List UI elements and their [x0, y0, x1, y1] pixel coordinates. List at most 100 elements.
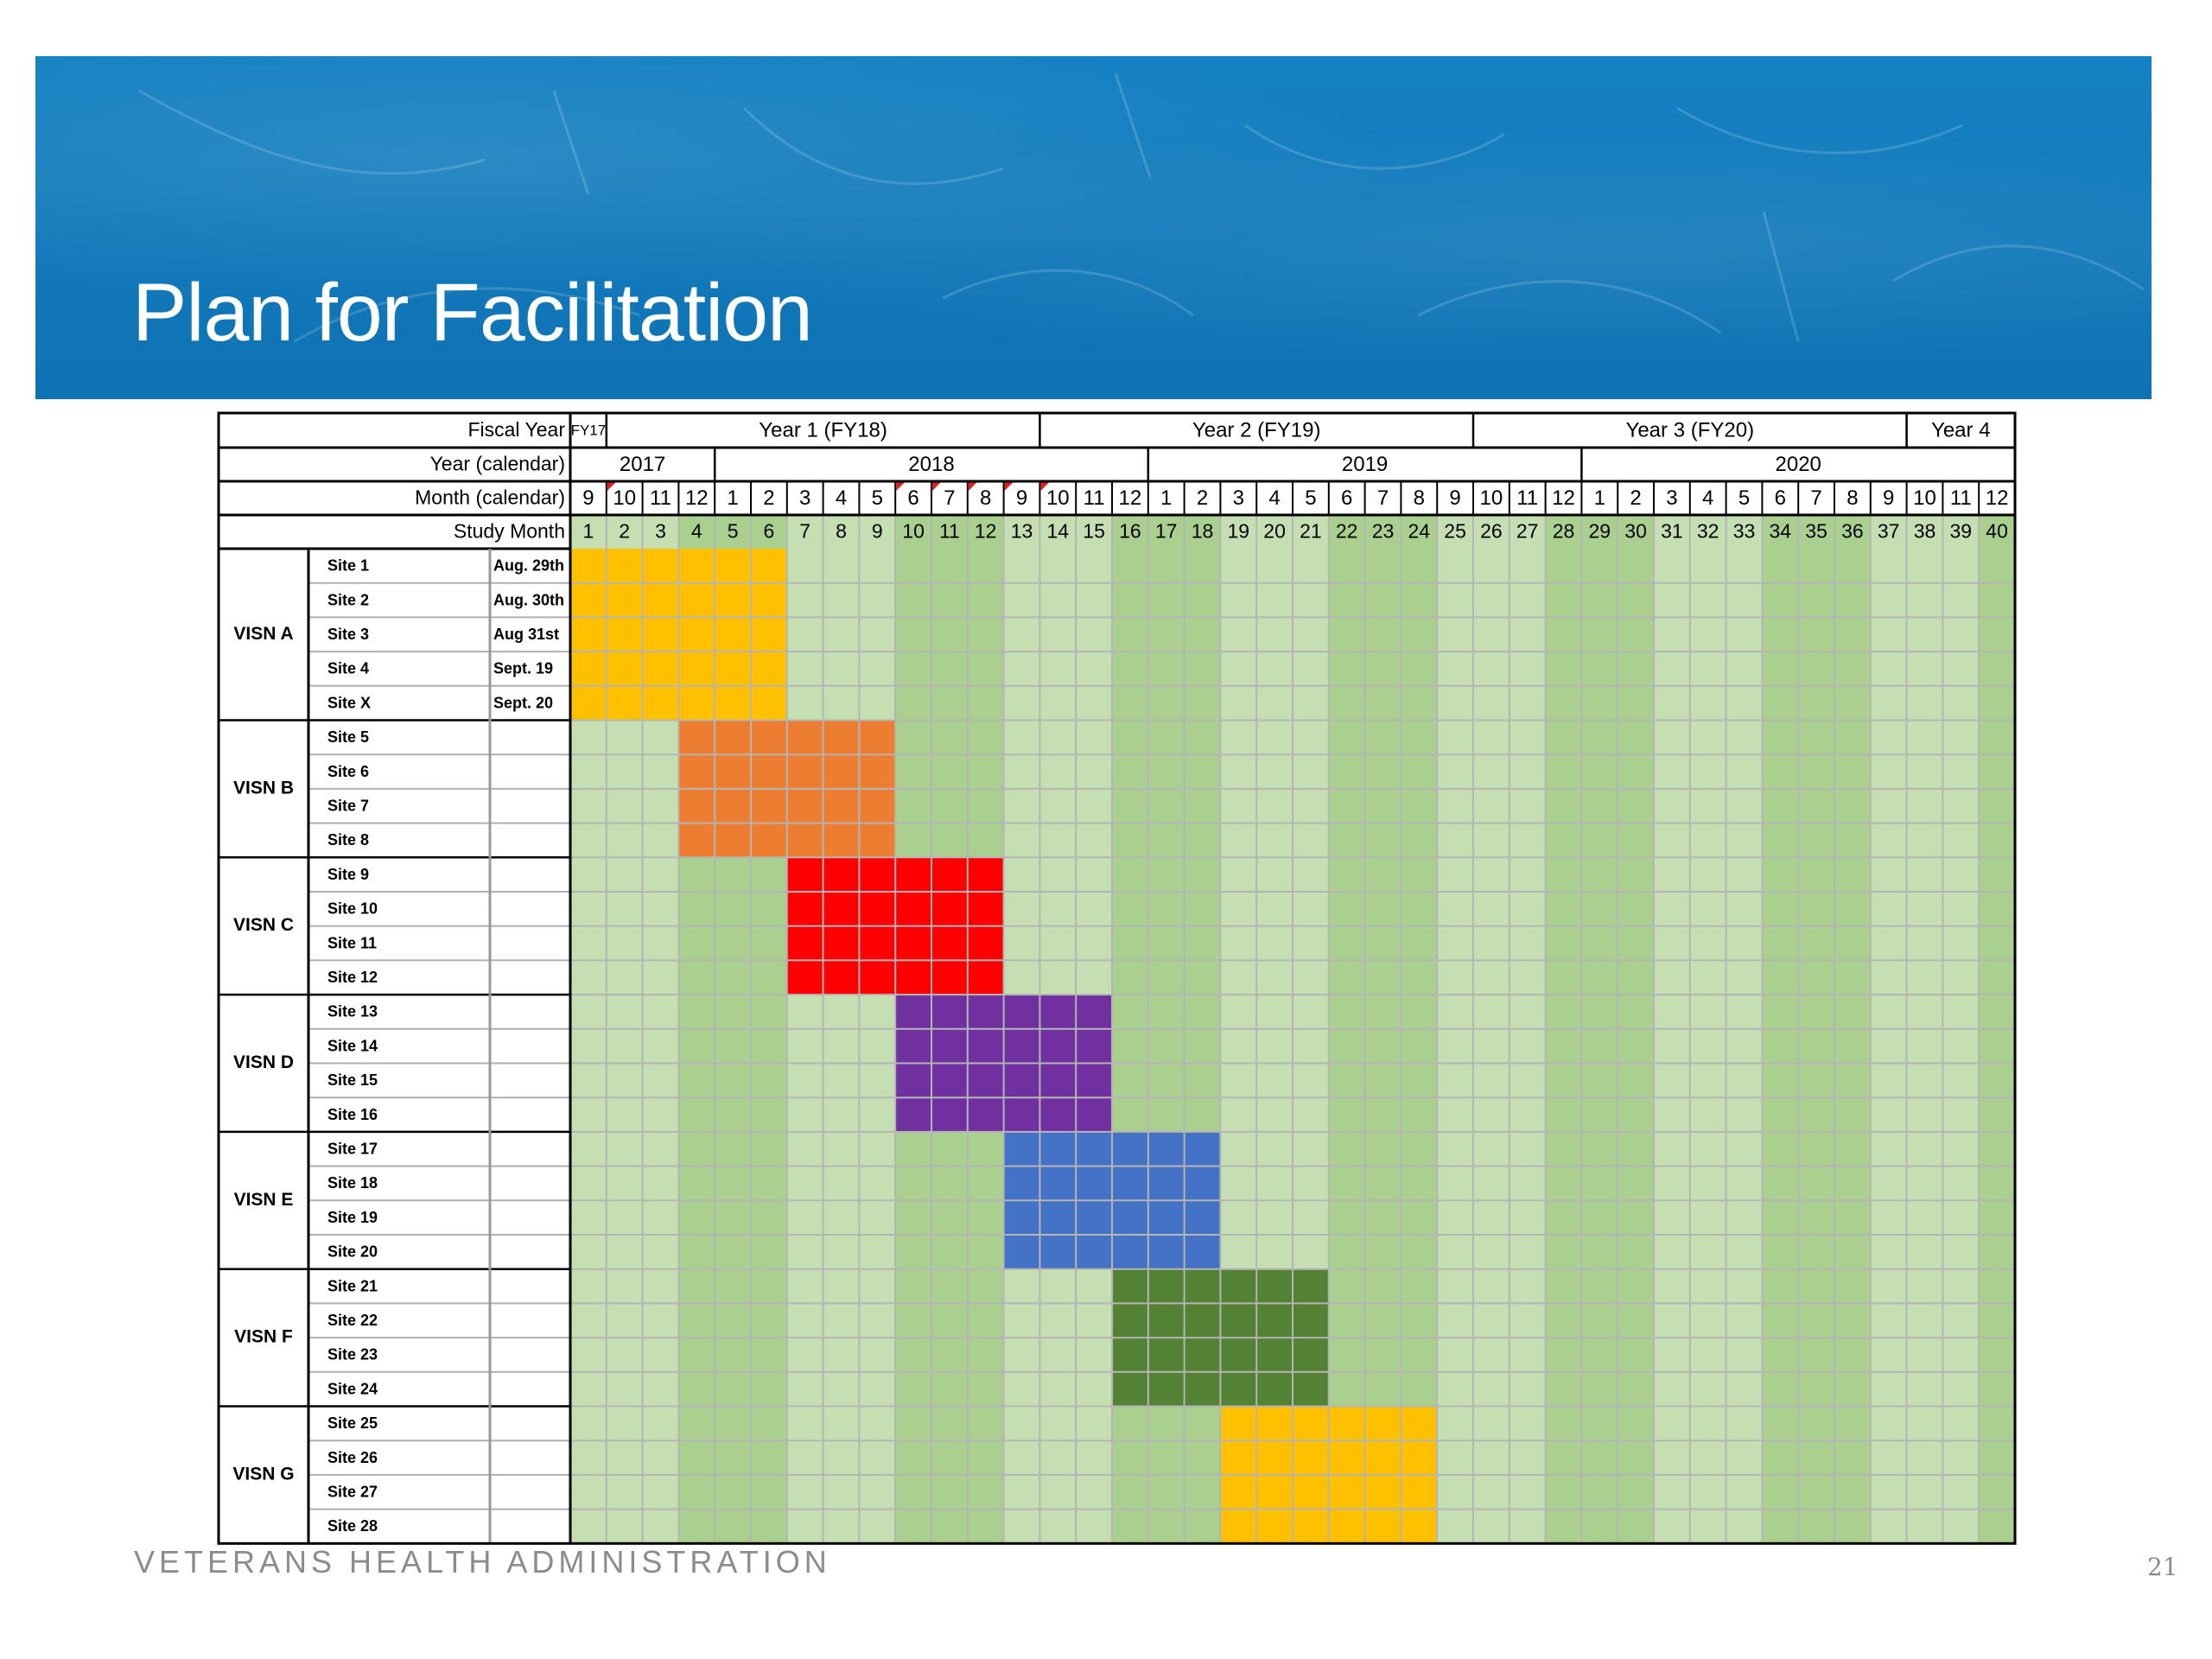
- site-start-date: Sept. 19: [493, 660, 553, 677]
- calendar-year-cell: 2018: [908, 453, 954, 476]
- study-month-cell: 34: [1770, 520, 1792, 543]
- study-month-cell: 15: [1083, 520, 1105, 543]
- site-label: Site 25: [327, 1414, 378, 1432]
- calendar-month-cell: 11: [1516, 486, 1538, 510]
- site-start-date: Sept. 20: [493, 694, 553, 711]
- header-background: [219, 413, 2015, 515]
- calendar-month-cell: 3: [1233, 486, 1244, 510]
- fiscal-year-cell: FY17: [571, 422, 607, 438]
- calendar-month-cell: 10: [1913, 486, 1936, 510]
- study-label-background: [219, 515, 570, 549]
- study-month-cell: 11: [939, 520, 960, 543]
- table-frame: [217, 411, 2017, 1545]
- calendar-month-cell: 12: [1552, 486, 1575, 510]
- study-month-cell: 8: [836, 520, 847, 543]
- calendar-month-cell: 4: [1702, 486, 1713, 510]
- calendar-month-cell: 2: [763, 486, 774, 510]
- study-month-cell: 13: [1011, 520, 1033, 543]
- calendar-month-cell: 2: [1197, 486, 1208, 510]
- study-month-cell: 27: [1516, 520, 1539, 543]
- header-banner: Plan for Facilitation: [35, 56, 2152, 399]
- site-label: Site 27: [327, 1484, 378, 1501]
- calendar-month-cell: 2: [1630, 486, 1641, 510]
- site-label: Site 28: [327, 1517, 378, 1535]
- study-month-cell: 19: [1228, 520, 1250, 543]
- banner-texture: [138, 73, 2145, 343]
- site-label: Site 23: [327, 1346, 378, 1363]
- calendar-month-cell: 9: [1883, 486, 1894, 510]
- site-label: Site 1: [327, 557, 369, 575]
- calendar-month-cell: 7: [1810, 486, 1821, 510]
- study-month-cell: 24: [1408, 520, 1431, 543]
- calendar-month-cell: 11: [650, 486, 671, 510]
- visn-group-label: VISN A: [233, 624, 293, 644]
- study-month-cell: 22: [1336, 520, 1358, 543]
- fiscal-year-cell: Year 3 (FY20): [1626, 418, 1755, 442]
- calendar-month-cell: 11: [1084, 486, 1105, 510]
- calendar-month-cell: 6: [907, 486, 918, 510]
- study-month-cell: 16: [1119, 520, 1141, 543]
- site-label: Site 12: [327, 969, 378, 986]
- calendar-month-cell: 5: [1738, 486, 1750, 510]
- calendar-month-cell: 9: [582, 486, 594, 510]
- study-month-cell: 10: [902, 520, 925, 543]
- comment-marker: [968, 482, 977, 491]
- study-month-cell: 36: [1841, 520, 1864, 543]
- fiscal-year-label: Fiscal Year: [467, 418, 565, 441]
- visn-group-label: VISN G: [232, 1464, 294, 1484]
- calendar-month-cell: 9: [1449, 486, 1460, 510]
- calendar-year-cell: 2017: [620, 453, 665, 476]
- comment-marker: [1004, 482, 1014, 491]
- site-label: Site 3: [327, 626, 369, 643]
- visn-group-label: VISN D: [233, 1052, 294, 1072]
- study-month-cell: 32: [1697, 520, 1719, 543]
- study-month-cell: 35: [1805, 520, 1827, 543]
- site-label: Site 22: [327, 1312, 378, 1329]
- site-label: Site 17: [327, 1141, 378, 1158]
- comment-marker: [607, 482, 616, 491]
- study-month-cell: 29: [1589, 520, 1611, 543]
- site-label: Site 19: [327, 1209, 378, 1226]
- site-label: Site 6: [327, 763, 369, 780]
- page-title: Plan for Facilitation: [132, 267, 813, 359]
- footer-agency-name: VETERANS HEALTH ADMINISTRATION: [134, 1544, 831, 1580]
- site-label: Site X: [327, 694, 371, 711]
- site-label: Site 5: [327, 728, 369, 746]
- study-month-cell: 2: [619, 520, 630, 543]
- site-label: Site 26: [327, 1449, 378, 1466]
- calendar-month-cell: 5: [872, 486, 883, 510]
- study-month-cell: 30: [1624, 520, 1647, 543]
- comment-marker: [896, 482, 906, 491]
- calendar-month-cell: 7: [1377, 486, 1389, 510]
- comment-marker: [1040, 482, 1050, 491]
- site-label: Site 4: [327, 660, 369, 677]
- calendar-month-cell: 6: [1775, 486, 1786, 510]
- study-month-cell: 31: [1661, 520, 1683, 543]
- study-month-cell: 18: [1192, 520, 1214, 543]
- study-month-cell: 4: [691, 520, 702, 543]
- site-label: Site 16: [327, 1106, 378, 1123]
- calendar-month-cell: 3: [1666, 486, 1677, 510]
- fiscal-year-cell: Year 1 (FY18): [759, 418, 887, 442]
- site-label: Site 11: [327, 934, 377, 951]
- site-label: Site 24: [327, 1380, 378, 1397]
- calendar-month-cell: 11: [1950, 486, 1972, 510]
- site-label: Site 8: [327, 831, 369, 849]
- study-month-cell: 3: [655, 520, 666, 543]
- study-month-cell: 38: [1914, 520, 1936, 543]
- calendar-month-cell: 10: [613, 486, 636, 510]
- calendar-month-cell: 8: [1414, 486, 1425, 510]
- calendar-month-cell: 10: [1480, 486, 1503, 510]
- site-label: Site 7: [327, 798, 369, 815]
- study-month-cell: 9: [872, 520, 883, 543]
- calendar-month-cell: 8: [980, 486, 991, 510]
- site-start-date: Aug 31st: [493, 626, 559, 643]
- study-month-cell: 1: [583, 520, 594, 543]
- study-month-cell: 33: [1733, 520, 1756, 543]
- site-label: Site 14: [327, 1037, 378, 1054]
- calendar-month-cell: 10: [1046, 486, 1070, 510]
- study-month-cell: 5: [728, 520, 739, 543]
- study-month-cell: 25: [1444, 520, 1466, 543]
- visn-group-label: VISN C: [233, 915, 294, 935]
